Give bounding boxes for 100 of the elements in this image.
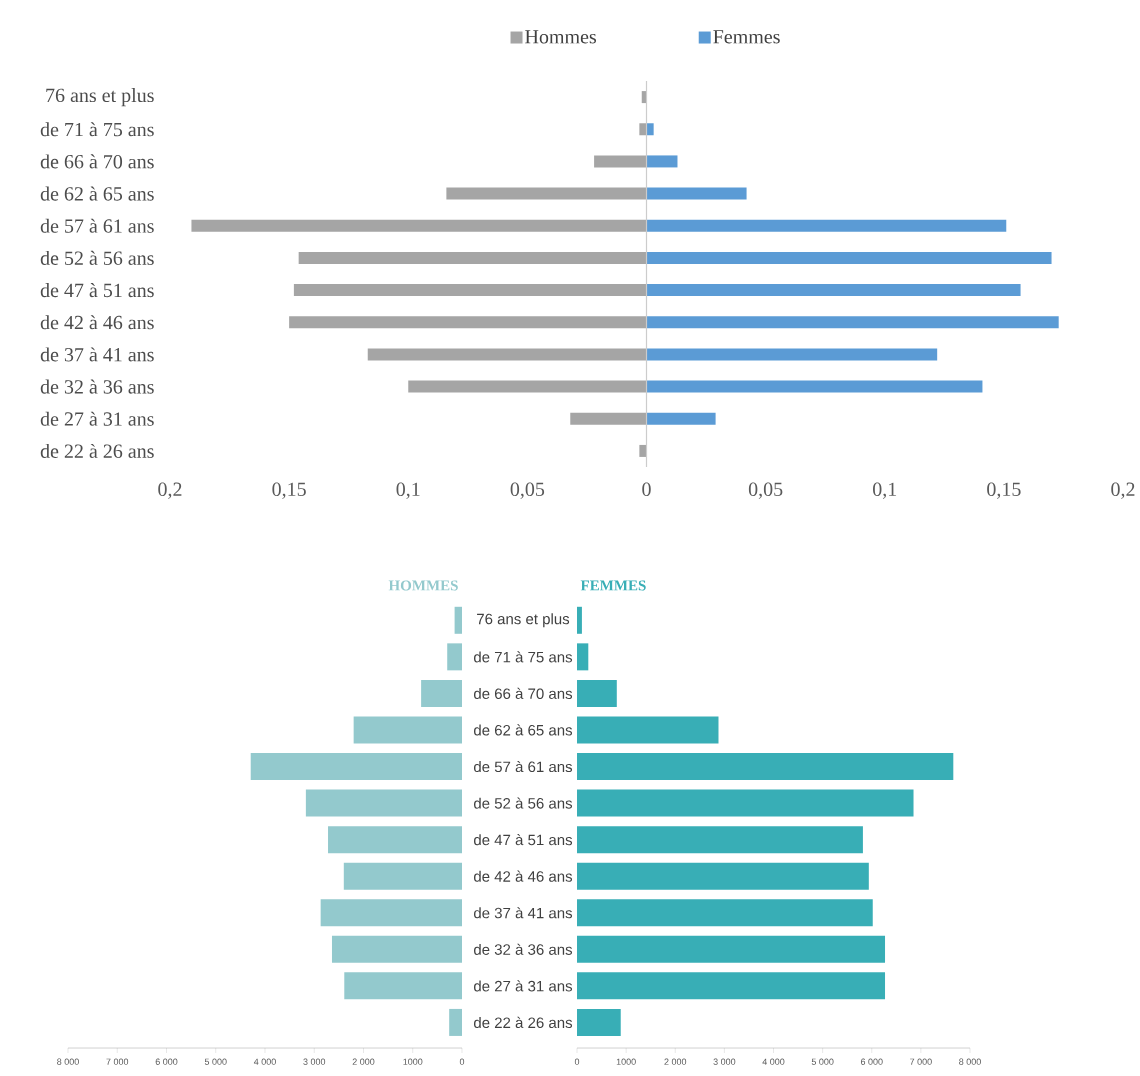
bar <box>646 219 1007 232</box>
x-tick-label: 8 000 <box>959 1058 981 1065</box>
x-tick-label: 7 000 <box>106 1058 129 1065</box>
bar <box>639 123 647 136</box>
x-tick-label: 2 000 <box>664 1058 687 1065</box>
bar <box>639 444 647 457</box>
y-tick-label: de 71 à 75 ans <box>473 651 573 663</box>
y-tick-label: de 57 à 61 ans <box>40 218 154 233</box>
x-tick-label: 5 000 <box>811 1058 834 1065</box>
bar <box>250 753 462 781</box>
bar <box>191 219 647 232</box>
x-tick-label: 0,1 <box>873 482 897 499</box>
y-tick-label: 76 ans et plus <box>477 613 570 628</box>
bar <box>577 679 617 707</box>
x-tick-label: 7 000 <box>910 1058 932 1065</box>
x-tick-label: 6 000 <box>860 1058 883 1065</box>
bar <box>320 899 462 927</box>
bar <box>328 826 462 854</box>
bar <box>344 972 462 1000</box>
bar <box>577 643 589 671</box>
bar <box>343 862 462 890</box>
y-tick-label: de 37 à 41 ans <box>40 347 154 362</box>
bar <box>646 412 716 425</box>
x-tick-label: 0,15 <box>272 482 306 499</box>
bar <box>646 316 1059 329</box>
bar <box>331 935 462 963</box>
y-tick-label: de 42 à 46 ans <box>40 315 154 330</box>
x-tick-label: 5 000 <box>204 1058 227 1065</box>
x-tick-label: 0,2 <box>1111 482 1135 499</box>
y-tick-label: de 66 à 70 ans <box>40 154 154 169</box>
bar <box>577 899 873 927</box>
bar <box>446 187 647 200</box>
y-tick-label: de 57 à 61 ans <box>473 760 573 773</box>
legend-label: Hommes <box>525 30 597 44</box>
bar <box>367 348 647 361</box>
bar <box>449 1008 462 1036</box>
x-tick-label: 0 <box>642 482 651 497</box>
y-tick-label: de 42 à 46 ans <box>473 870 573 882</box>
y-tick-label: de 47 à 51 ans <box>40 283 154 298</box>
bar <box>646 123 654 136</box>
x-tick-label: 0 <box>574 1058 580 1065</box>
y-tick-label: de 32 à 36 ans <box>40 379 154 394</box>
chart-title: FEMMES <box>580 580 646 591</box>
x-tick-label: 0,05 <box>748 482 783 499</box>
bar <box>577 935 886 963</box>
bar <box>353 716 462 744</box>
y-tick-label: 76 ans et plus <box>46 88 154 107</box>
bar <box>289 316 647 329</box>
x-tick-label: 8 000 <box>57 1058 79 1065</box>
x-tick-label: 4 000 <box>253 1058 276 1065</box>
bar <box>447 643 462 671</box>
y-tick-label: de 22 à 26 ans <box>473 1016 573 1029</box>
x-tick-label: 6 000 <box>155 1058 178 1065</box>
y-tick-label: de 32 à 36 ans <box>473 943 573 955</box>
bar <box>577 606 582 634</box>
y-tick-label: de 27 à 31 ans <box>40 411 154 426</box>
y-tick-label: de 62 à 65 ans <box>40 186 154 201</box>
legend-label: Femmes <box>713 30 780 44</box>
bar <box>646 187 747 200</box>
bar <box>570 412 647 425</box>
y-tick-label: de 71 à 75 ans <box>40 122 154 137</box>
x-tick-label: 2 000 <box>352 1058 375 1065</box>
y-tick-label: de 37 à 41 ans <box>473 907 573 919</box>
x-tick-label: 3 000 <box>303 1058 326 1065</box>
y-tick-label: de 47 à 51 ans <box>473 834 573 846</box>
y-tick-label: de 52 à 56 ans <box>40 250 154 265</box>
y-tick-label: de 22 à 26 ans <box>40 443 154 458</box>
y-tick-label: de 52 à 56 ans <box>473 797 573 809</box>
bar <box>577 789 914 817</box>
bar <box>577 1008 621 1036</box>
x-tick-label: 1000 <box>616 1058 636 1065</box>
bar <box>646 284 1021 297</box>
bar <box>646 155 678 168</box>
chart-title: HOMMES <box>388 580 458 591</box>
bar <box>577 753 954 781</box>
x-tick-label: 1000 <box>403 1058 423 1065</box>
bar <box>594 155 647 168</box>
x-tick-label: 4 000 <box>762 1058 785 1065</box>
bar <box>454 606 462 634</box>
bar <box>646 380 983 393</box>
y-tick-label: de 27 à 31 ans <box>473 980 573 992</box>
bar <box>646 348 938 361</box>
bar <box>305 789 462 817</box>
x-tick-label: 3 000 <box>713 1058 736 1065</box>
x-tick-label: 0,05 <box>510 482 545 499</box>
bar <box>293 284 647 297</box>
bar <box>577 826 863 854</box>
x-tick-label: 0,2 <box>158 482 182 499</box>
bar <box>577 716 719 744</box>
bar <box>646 251 1052 264</box>
bar <box>298 251 647 264</box>
bar <box>577 972 886 1000</box>
bar <box>408 380 647 393</box>
bar <box>577 862 869 890</box>
x-tick-label: 0 <box>459 1058 465 1065</box>
bar <box>421 679 462 707</box>
y-tick-label: de 66 à 70 ans <box>473 687 573 699</box>
x-tick-label: 0,15 <box>987 482 1021 499</box>
y-tick-label: de 62 à 65 ans <box>473 724 573 736</box>
x-tick-label: 0,1 <box>396 482 420 499</box>
